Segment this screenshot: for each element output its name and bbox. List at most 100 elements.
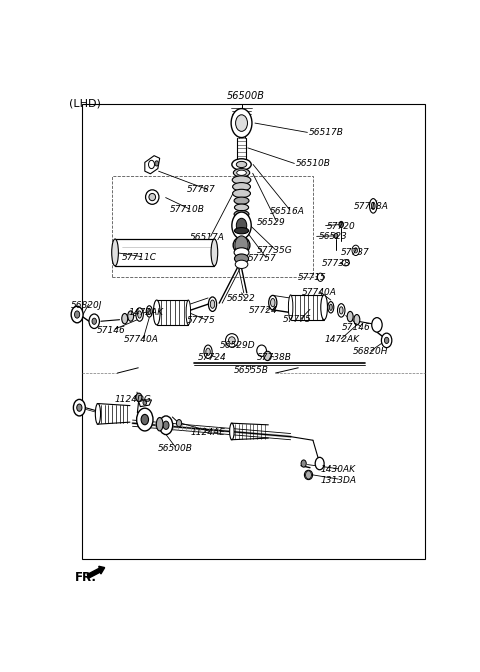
Text: FR.: FR. — [75, 571, 97, 584]
Bar — [112, 176, 313, 278]
Text: 57146: 57146 — [342, 323, 371, 332]
Text: 57775: 57775 — [186, 317, 215, 325]
Ellipse shape — [211, 239, 218, 266]
Circle shape — [71, 306, 83, 323]
Circle shape — [317, 273, 324, 282]
Text: 57740A: 57740A — [302, 288, 336, 297]
Ellipse shape — [234, 228, 249, 234]
Text: 57718A: 57718A — [354, 202, 389, 212]
Text: 57724: 57724 — [198, 353, 227, 362]
Ellipse shape — [233, 237, 250, 253]
Ellipse shape — [236, 161, 247, 167]
Text: 56529D: 56529D — [220, 341, 255, 350]
Ellipse shape — [269, 296, 277, 310]
Text: (LHD): (LHD) — [69, 99, 101, 109]
Text: 57724: 57724 — [249, 306, 278, 315]
Text: 56529: 56529 — [257, 218, 286, 227]
Ellipse shape — [233, 190, 251, 198]
Ellipse shape — [347, 311, 353, 322]
Text: 1472AK: 1472AK — [324, 335, 359, 344]
Text: 1124DG: 1124DG — [115, 395, 152, 405]
Text: 57146: 57146 — [97, 325, 126, 335]
Text: 56523: 56523 — [319, 233, 348, 241]
Ellipse shape — [233, 183, 251, 191]
Circle shape — [236, 115, 248, 131]
Circle shape — [141, 415, 148, 425]
Ellipse shape — [234, 197, 249, 204]
Text: 56516A: 56516A — [270, 206, 305, 216]
Ellipse shape — [96, 403, 100, 424]
Ellipse shape — [233, 169, 250, 177]
Circle shape — [177, 419, 181, 427]
Circle shape — [159, 416, 173, 435]
Ellipse shape — [328, 302, 334, 313]
Ellipse shape — [145, 190, 159, 204]
Circle shape — [231, 109, 252, 138]
Ellipse shape — [329, 304, 332, 310]
Ellipse shape — [234, 204, 249, 211]
Ellipse shape — [186, 300, 191, 325]
Circle shape — [305, 471, 312, 479]
Circle shape — [235, 236, 248, 255]
Circle shape — [148, 161, 155, 169]
Circle shape — [372, 318, 382, 332]
Ellipse shape — [232, 159, 251, 170]
Ellipse shape — [229, 423, 234, 439]
Ellipse shape — [149, 194, 156, 201]
Text: 56500B: 56500B — [227, 91, 265, 101]
Circle shape — [232, 212, 251, 239]
Circle shape — [236, 218, 247, 233]
Ellipse shape — [337, 304, 345, 317]
Ellipse shape — [304, 470, 312, 480]
Polygon shape — [145, 156, 160, 174]
Ellipse shape — [372, 202, 375, 210]
Circle shape — [92, 318, 96, 325]
Circle shape — [315, 458, 324, 470]
Text: 56820J: 56820J — [71, 300, 102, 310]
Text: 1430AK: 1430AK — [321, 465, 355, 474]
Ellipse shape — [234, 254, 249, 263]
Ellipse shape — [235, 260, 248, 269]
Text: 57715: 57715 — [297, 274, 326, 282]
Text: 57787: 57787 — [186, 185, 215, 194]
Ellipse shape — [154, 300, 160, 325]
Text: 57738B: 57738B — [256, 353, 291, 362]
Text: 57720: 57720 — [327, 222, 356, 231]
Circle shape — [354, 248, 358, 253]
Text: 56522: 56522 — [227, 294, 255, 304]
Bar — [83, 104, 424, 559]
Ellipse shape — [232, 176, 251, 184]
Ellipse shape — [354, 314, 360, 325]
Text: 1313DA: 1313DA — [321, 476, 356, 485]
Text: 56510B: 56510B — [296, 159, 331, 168]
Circle shape — [143, 400, 147, 405]
Text: 1124AE: 1124AE — [191, 428, 226, 437]
Text: 56820H: 56820H — [353, 347, 389, 356]
Circle shape — [73, 399, 85, 416]
Ellipse shape — [228, 337, 235, 344]
Ellipse shape — [234, 210, 249, 218]
Text: 57711C: 57711C — [121, 253, 156, 262]
Text: 57738: 57738 — [322, 259, 351, 268]
Circle shape — [136, 393, 142, 401]
Ellipse shape — [257, 345, 266, 356]
Text: 56517A: 56517A — [190, 233, 225, 242]
Text: 56500B: 56500B — [157, 444, 192, 452]
Circle shape — [155, 161, 158, 166]
Ellipse shape — [370, 199, 377, 213]
Circle shape — [77, 404, 82, 411]
Text: 56517B: 56517B — [309, 128, 344, 137]
Ellipse shape — [138, 311, 142, 318]
Ellipse shape — [226, 334, 238, 347]
Text: 56555B: 56555B — [234, 366, 269, 375]
Circle shape — [339, 221, 344, 228]
Circle shape — [137, 408, 153, 431]
Ellipse shape — [288, 295, 293, 320]
Ellipse shape — [237, 170, 246, 175]
Ellipse shape — [208, 297, 216, 311]
Circle shape — [382, 333, 392, 347]
FancyArrow shape — [87, 566, 105, 579]
Ellipse shape — [128, 311, 133, 321]
Circle shape — [74, 311, 80, 318]
Circle shape — [89, 314, 99, 329]
